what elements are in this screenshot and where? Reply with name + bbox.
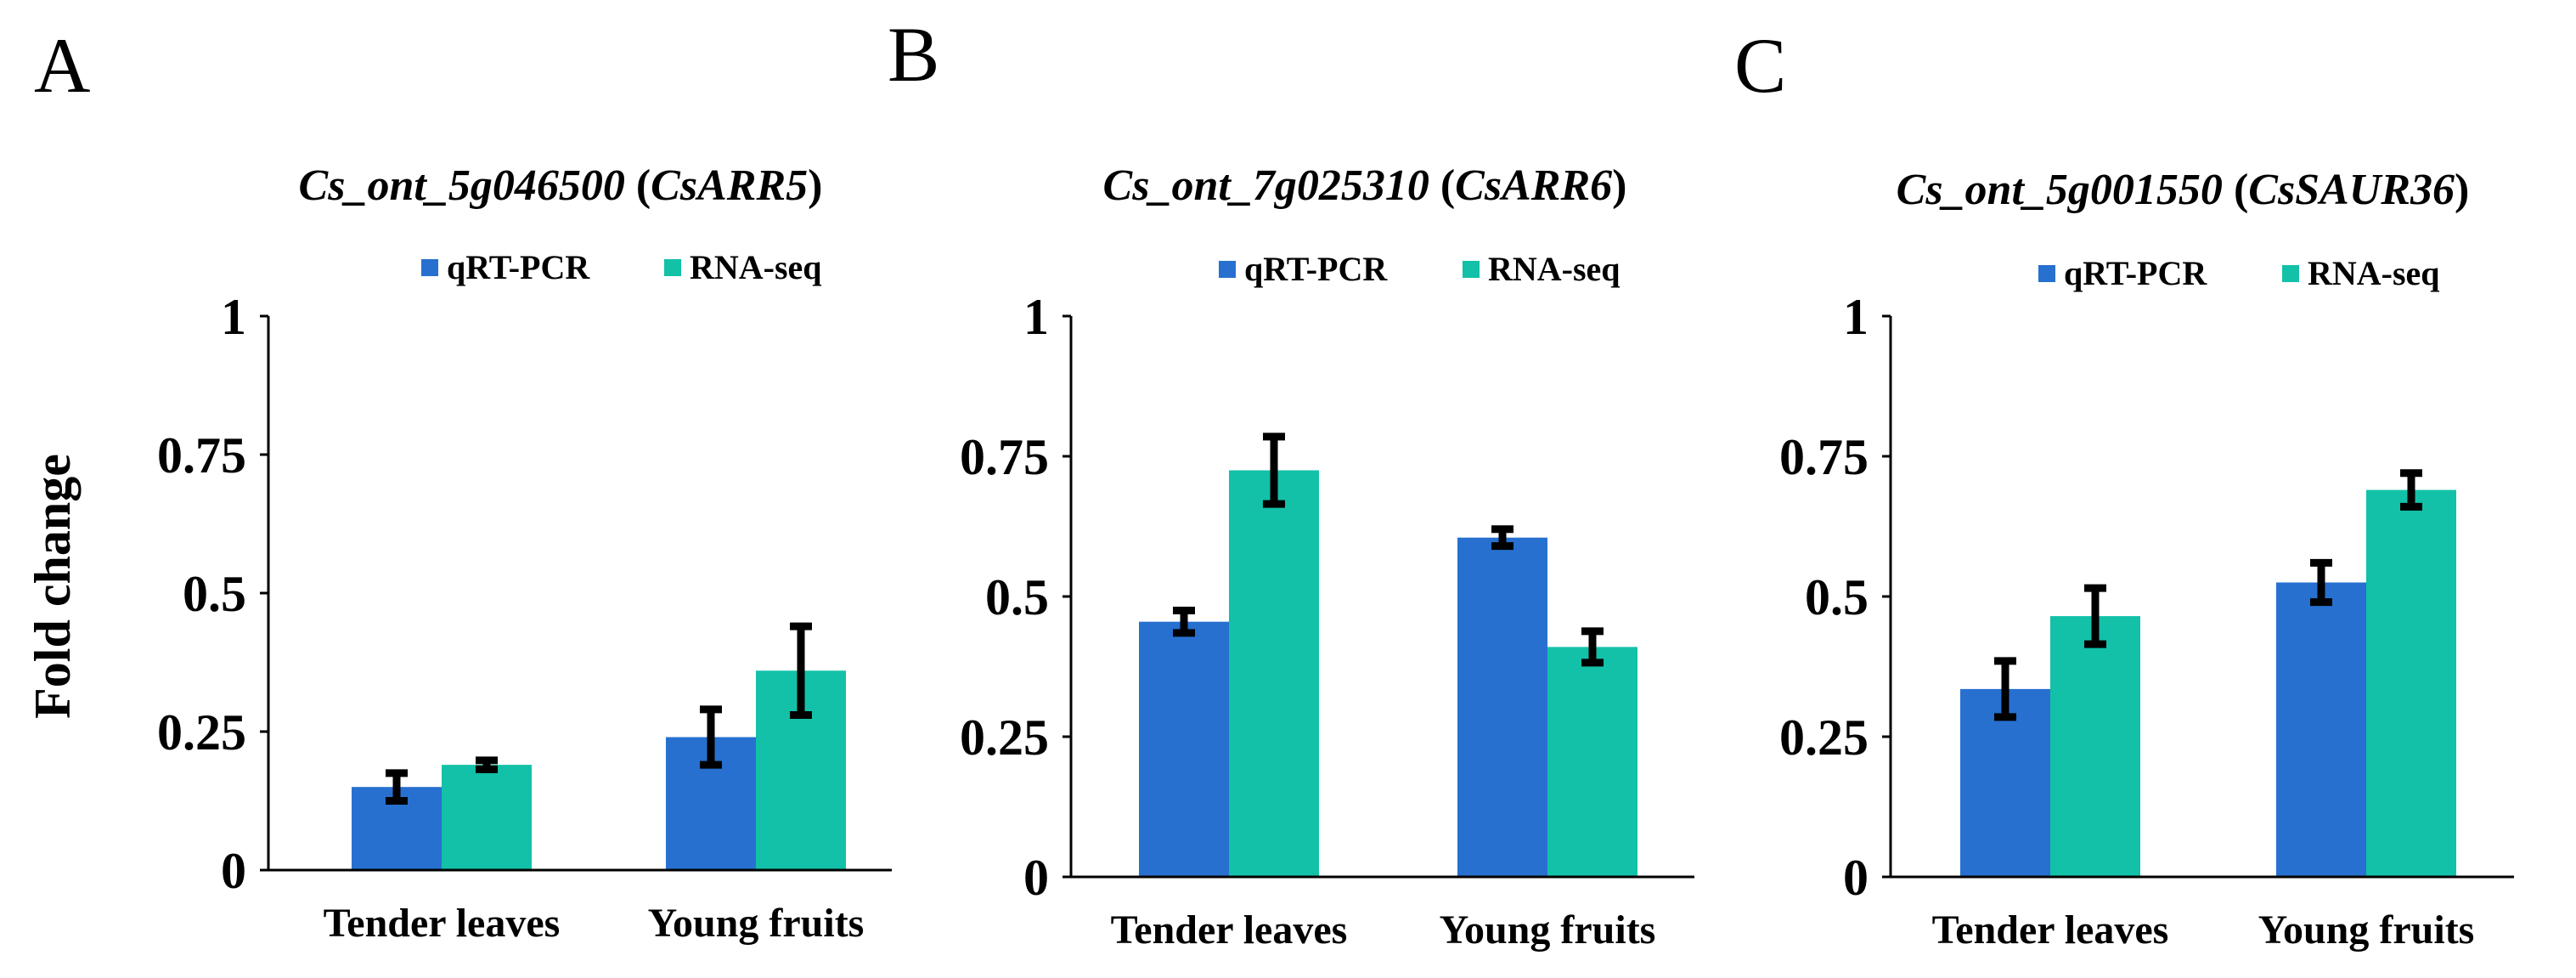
panel-b-category-label-tender-leaves: Tender leaves [1111, 907, 1348, 953]
panel-a-legend-swatch-qrt-pcr [421, 259, 438, 276]
panel-c-gene-id: Cs_ont_5g001550 [1897, 166, 2223, 214]
panel-c-gene-symbol: CsSAUR36 [2248, 166, 2455, 214]
panel-b-legend-label-rna-seq: RNA-seq [1488, 250, 1621, 288]
panel-b-plot: 0 0.25 0.5 0.75 1 Tender leaves Young fruits [960, 289, 1694, 953]
panel-letter-c: C [1734, 22, 1786, 109]
panel-a: A Cs_ont_5g046500 (CsARR5) qRT-PCR RNA-s… [34, 22, 892, 946]
panel-b-y-tick-label: 0.75 [960, 429, 1049, 485]
panel-a-y-tick-label: 0.75 [157, 427, 246, 483]
panel-a-title-close: ) [808, 161, 822, 210]
panel-a-title-open: ( [625, 161, 651, 210]
panel-b-errorbar-qrt-pcr-tender-leaves [1173, 607, 1195, 637]
panel-b-legend: qRT-PCR RNA-seq [1219, 250, 1621, 288]
panel-c-legend-label-rna-seq: RNA-seq [2308, 254, 2440, 292]
panel-a-plot: 0 0.25 0.5 0.75 1 Tender leaves Young fruits [157, 289, 892, 946]
panel-b-legend-label-qrt-pcr: qRT-PCR [1244, 250, 1388, 288]
panel-b-errorbar-rna-seq-young-fruits [1581, 627, 1604, 667]
panel-c-title-open: ( [2223, 166, 2248, 214]
panel-c-category-label-tender-leaves: Tender leaves [1932, 907, 2169, 953]
panel-b-bar-qrt-pcr-young-fruits [1457, 537, 1547, 877]
panel-a-errorbar-qrt-pcr-tender-leaves [386, 769, 408, 805]
panel-c-bar-qrt-pcr-young-fruits [2276, 582, 2366, 877]
panel-c-errorbar-qrt-pcr-young-fruits [2310, 558, 2332, 607]
panel-b-errorbar-qrt-pcr-young-fruits [1491, 525, 1513, 551]
panel-c-title-close: ) [2455, 166, 2469, 214]
panel-b-category-label-young-fruits: Young fruits [1440, 907, 1656, 953]
panel-b-legend-swatch-rna-seq [1463, 261, 1480, 278]
panel-a-legend-label-rna-seq: RNA-seq [690, 248, 822, 286]
panel-a-errorbar-qrt-pcr-young-fruits [700, 705, 722, 769]
panel-c-bar-rna-seq-young-fruits [2366, 489, 2456, 877]
panel-a-category-label-young-fruits: Young fruits [648, 901, 865, 946]
panel-c-legend-swatch-qrt-pcr [2038, 265, 2055, 282]
panel-b: B Cs_ont_7g025310 (CsARR6) qRT-PCR RNA-s… [888, 11, 1694, 953]
panel-b-bar-rna-seq-young-fruits [1547, 647, 1637, 877]
panel-a-errorbar-rna-seq-young-fruits [790, 622, 812, 719]
panel-c-errorbar-rna-seq-young-fruits [2400, 469, 2422, 511]
panel-b-bar-rna-seq-tender-leaves [1229, 470, 1319, 877]
panel-b-y-tick-label: 1 [1023, 289, 1049, 345]
panel-c-y-tick-label: 0.25 [1779, 709, 1869, 766]
panel-c-title: Cs_ont_5g001550 (CsSAUR36) [1897, 166, 2470, 214]
panel-a-legend-swatch-rna-seq [664, 259, 681, 276]
panel-a-y-tick-label: 1 [221, 289, 246, 345]
panel-a-bar-rna-seq-tender-leaves [442, 765, 532, 870]
panel-a-title: Cs_ont_5g046500 (CsARR5) [299, 161, 823, 210]
panel-c-errorbar-qrt-pcr-tender-leaves [1994, 657, 2016, 721]
panel-c-y-tick-label: 0.5 [1805, 569, 1869, 625]
panel-a-y-tick-label: 0.25 [157, 704, 246, 760]
panel-c-bar-rna-seq-tender-leaves [2050, 616, 2140, 877]
panel-c: C Cs_ont_5g001550 (CsSAUR36) qRT-PCR RNA… [1734, 22, 2514, 953]
panel-b-gene-symbol: CsARR6 [1455, 161, 1612, 210]
panel-letter-a: A [34, 22, 90, 109]
panel-c-plot: 0 0.25 0.5 0.75 1 Tender leaves Young fruits [1779, 289, 2514, 953]
panel-b-bar-qrt-pcr-tender-leaves [1139, 621, 1229, 877]
panel-b-gene-id: Cs_ont_7g025310 [1103, 161, 1429, 210]
panel-b-y-tick-label: 0.25 [960, 709, 1049, 766]
panel-c-errorbar-rna-seq-tender-leaves [2084, 584, 2106, 648]
panel-a-legend-label-qrt-pcr: qRT-PCR [447, 248, 590, 286]
panel-a-gene-id: Cs_ont_5g046500 [299, 161, 625, 210]
panel-a-y-tick-label: 0 [221, 843, 246, 899]
panel-a-errorbar-rna-seq-tender-leaves [476, 756, 498, 773]
panel-c-category-label-young-fruits: Young fruits [2258, 907, 2475, 953]
panel-letter-b: B [888, 11, 939, 98]
panel-a-legend: qRT-PCR RNA-seq [421, 248, 822, 286]
panel-b-y-tick-label: 0.5 [985, 569, 1049, 625]
panel-c-legend: qRT-PCR RNA-seq [2038, 254, 2440, 292]
panel-b-y-tick-label: 0 [1023, 850, 1049, 906]
panel-c-y-tick-label: 0 [1843, 850, 1869, 906]
panel-c-y-tick-label: 1 [1843, 289, 1869, 345]
panel-b-title-close: ) [1612, 161, 1626, 210]
panel-c-y-tick-label: 0.75 [1779, 429, 1869, 485]
panel-a-y-tick-label: 0.5 [183, 566, 246, 622]
panel-b-errorbar-rna-seq-tender-leaves [1263, 432, 1285, 508]
panel-c-legend-label-qrt-pcr: qRT-PCR [2064, 254, 2207, 292]
panel-a-gene-symbol: CsARR5 [651, 161, 808, 210]
panel-a-category-label-tender-leaves: Tender leaves [324, 901, 561, 946]
y-axis-title: Fold change [25, 454, 81, 719]
panel-b-legend-swatch-qrt-pcr [1219, 261, 1236, 278]
panel-c-legend-swatch-rna-seq [2282, 265, 2299, 282]
panel-b-title: Cs_ont_7g025310 (CsARR6) [1103, 161, 1627, 210]
panel-b-title-open: ( [1429, 161, 1455, 210]
